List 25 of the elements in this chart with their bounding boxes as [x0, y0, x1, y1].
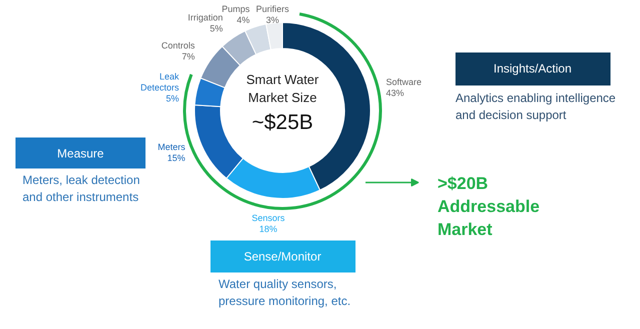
text: Analytics enabling intelligence and decision support	[456, 91, 616, 122]
slice-label: Purifiers	[256, 4, 290, 14]
data-label: 7%	[182, 51, 195, 62]
text: Smart Water Market Size	[246, 72, 320, 105]
data-label: 5%	[210, 23, 223, 34]
data-label: 3%	[266, 15, 280, 25]
text: Meters, leak detection and other instruments	[22, 173, 140, 204]
slice-label: Software	[386, 76, 422, 87]
slice-label: Sensors	[252, 213, 286, 224]
data-label: 18%	[259, 224, 278, 234]
text: ~$25B	[252, 111, 314, 134]
data-label: 4%	[236, 15, 250, 25]
data-label: 43%	[386, 88, 404, 98]
data-label: 15%	[167, 153, 186, 164]
slice-label: Meters	[158, 142, 186, 152]
slice-label: Irrigation	[188, 12, 223, 22]
text: Sense/Monitor	[244, 250, 322, 264]
text: Water quality sensors, pressure monitoring, etc.	[218, 277, 351, 308]
text: Insights/Action	[493, 62, 572, 76]
slice-label: Pumps	[222, 4, 250, 14]
text: Measure	[57, 146, 104, 160]
slice-label: Leak Detectors	[140, 71, 180, 92]
data-label: 5%	[166, 93, 180, 104]
slice-label: Controls	[161, 40, 196, 50]
text: >$20B Addressable Market	[438, 174, 540, 239]
